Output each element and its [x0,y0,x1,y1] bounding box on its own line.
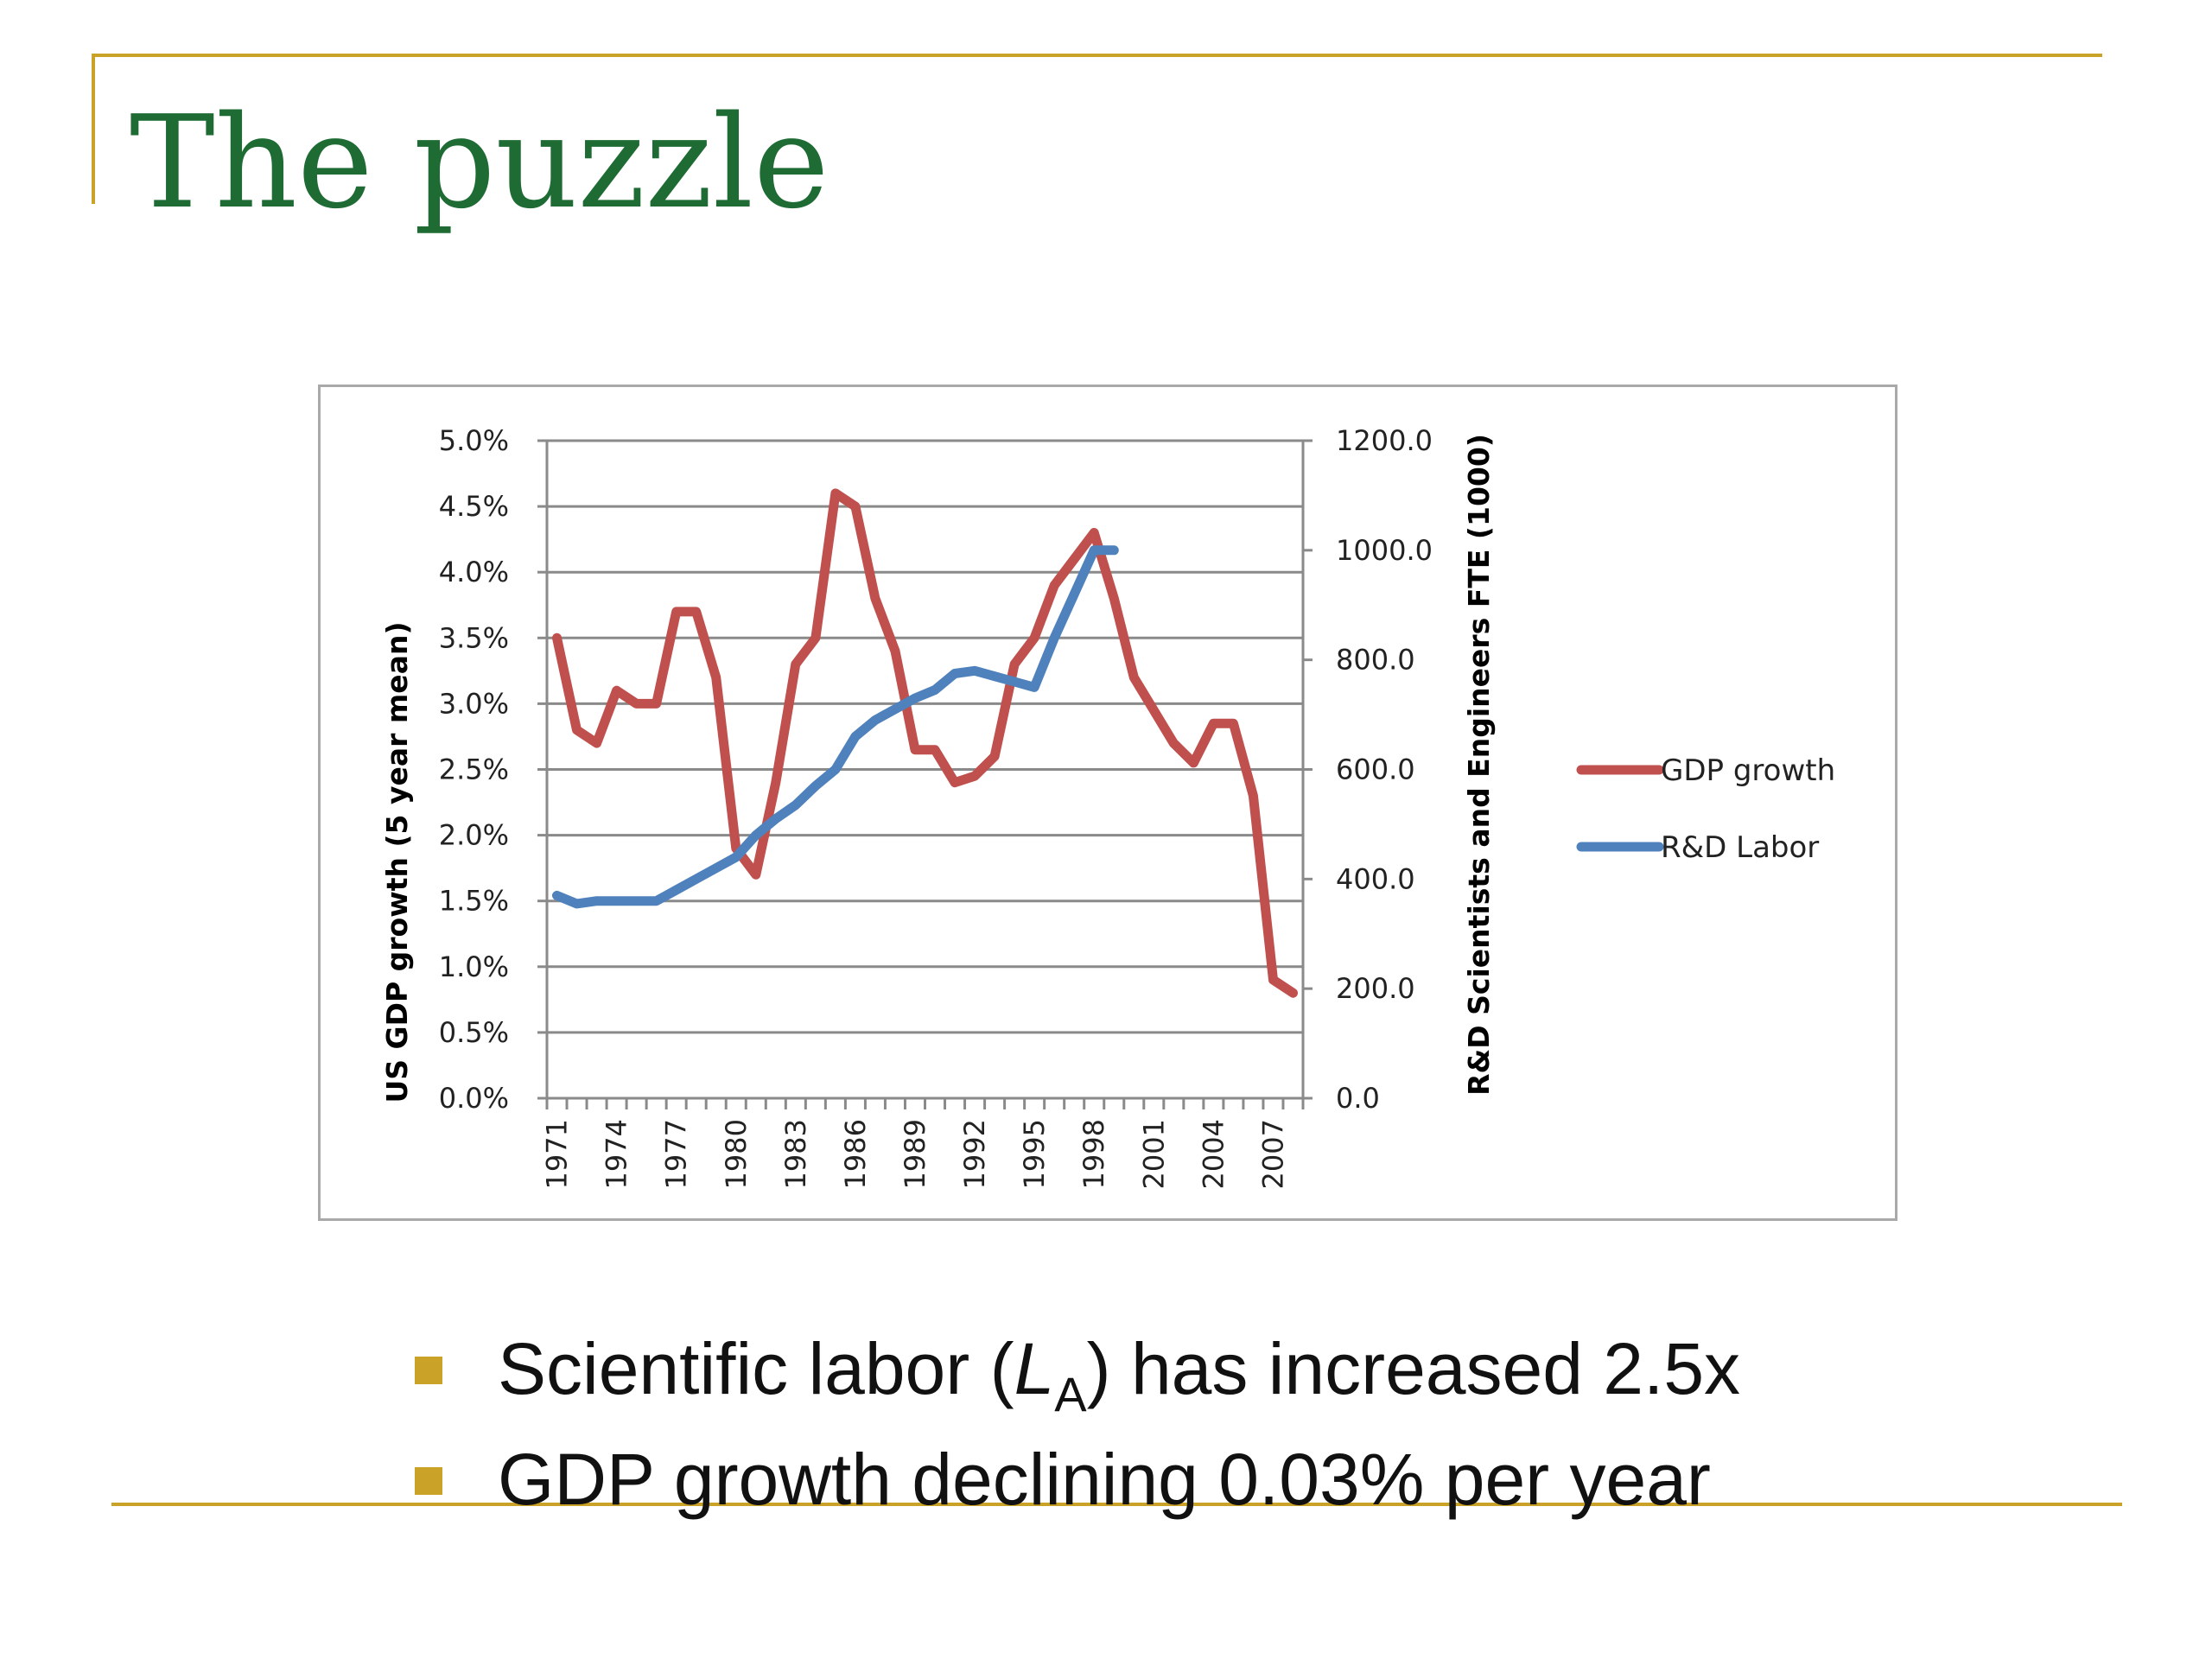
left-tick-label: 1.5% [439,885,509,918]
left-tick-label: 3.5% [439,621,509,654]
x-tick-label: 1983 [779,1119,812,1189]
left-tick-label: 5.0% [439,424,509,457]
bullet-text-1: Scientific labor (LA) has increased 2.5x [498,1328,1741,1421]
series-line-r-d-labor [552,545,1119,909]
right-tick-label: 0.0 [1336,1082,1380,1115]
x-tick-label: 2004 [1197,1119,1230,1189]
left-tick-label: 2.5% [439,753,509,786]
variable-subscript: A [1054,1367,1087,1421]
left-tick-label: 4.0% [439,556,509,588]
left-axis-label: US GDP growth (5 year mean) [380,621,414,1103]
right-tick-label: 1200.0 [1336,424,1433,457]
bullet-marker [415,1467,442,1495]
bullet-item-1: Scientific labor (LA) has increased 2.5x [415,1313,1740,1424]
x-tick-label: 1986 [839,1119,872,1189]
legend: GDP growth R&D Labor [1576,753,1835,865]
right-tick-label: 600.0 [1336,753,1415,786]
bottom-rule [111,1503,2122,1506]
chart-frame: 0.0% 0.5% 1.0% 1.5% 2.0% 2.5% 3.0% 3.5% 4.0% 4.5%… [318,385,1897,1221]
x-tick-label: 1980 [720,1119,753,1189]
left-tick-label: 0.0% [439,1082,509,1115]
top-rule [92,54,2102,57]
series-group [552,488,1298,998]
x-tick-label: 2007 [1256,1119,1289,1189]
x-tick-label: 1971 [541,1119,574,1189]
bullet-item-2: GDP growth declining 0.03% per year [415,1424,1740,1535]
left-tick-label: 3.0% [439,687,509,720]
bullet-text-2: GDP growth declining 0.03% per year [498,1439,1711,1520]
gridlines [547,439,1303,1034]
bullet-marker [415,1357,442,1384]
x-tick-label: 1977 [660,1119,693,1189]
bullet-1-prefix: Scientific labor ( [498,1328,1014,1409]
right-axis-label: R&D Scientists and Engineers FTE (1000) [1462,434,1496,1096]
x-ticks: 1971 1974 1977 1980 1983 1986 1989 1992 1995 1998… [541,1098,1305,1189]
x-tick-label: 2001 [1137,1119,1170,1189]
right-tick-label: 800.0 [1336,644,1415,677]
series-line-gdp-growth [552,488,1298,998]
left-tick-label: 2.0% [439,819,509,852]
bullet-1-suffix: ) has increased 2.5x [1086,1328,1741,1409]
left-rule [92,54,95,204]
left-tick-label: 0.5% [439,1016,509,1049]
left-y-ticks: 0.0% 0.5% 1.0% 1.5% 2.0% 2.5% 3.0% 3.5% 4.0% 4.5%… [439,424,547,1115]
axes [545,441,1305,1109]
left-tick-label: 1.0% [439,950,509,983]
bullet-list: Scientific labor (LA) has increased 2.5x… [415,1313,1740,1535]
legend-label-r-d-labor: R&D Labor [1661,830,1819,865]
x-tick-label: 1995 [1018,1119,1051,1189]
x-tick-label: 1998 [1077,1119,1110,1189]
legend-label-gdp-growth: GDP growth [1661,753,1835,788]
variable-L: L [1014,1328,1055,1409]
x-tick-label: 1989 [899,1119,931,1189]
right-tick-label: 400.0 [1336,862,1415,895]
x-tick-label: 1992 [958,1119,991,1189]
right-tick-label: 200.0 [1336,972,1415,1005]
slide-title: The puzzle [130,88,830,237]
x-tick-label: 1974 [601,1119,633,1189]
chart-svg: 0.0% 0.5% 1.0% 1.5% 2.0% 2.5% 3.0% 3.5% 4.0% 4.5%… [380,424,1835,1189]
right-y-ticks: 0.0 200.0 400.0 600.0 800.0 1000.0 1200.0 [1303,424,1433,1115]
left-tick-label: 4.5% [439,490,509,523]
right-tick-label: 1000.0 [1336,534,1433,567]
